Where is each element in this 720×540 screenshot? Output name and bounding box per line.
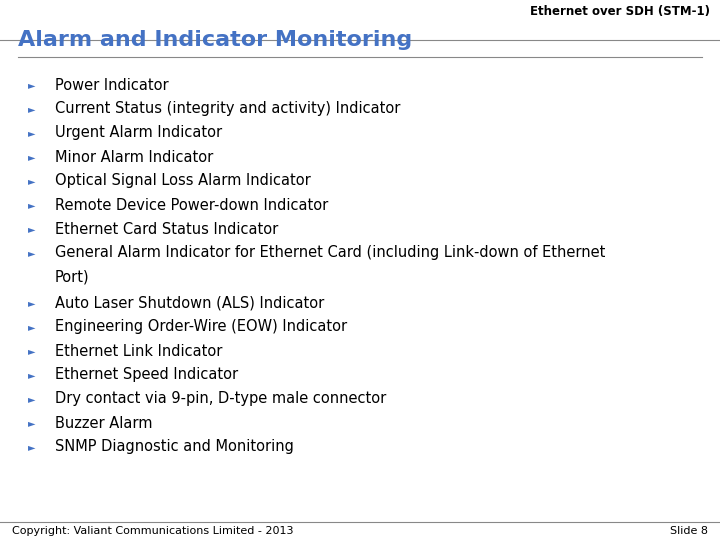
Text: ►: ► [28,248,36,258]
Text: ►: ► [28,322,36,332]
Text: General Alarm Indicator for Ethernet Card (including Link-down of Ethernet: General Alarm Indicator for Ethernet Car… [55,246,606,260]
Text: Buzzer Alarm: Buzzer Alarm [55,415,153,430]
Text: Copyright: Valiant Communications Limited - 2013: Copyright: Valiant Communications Limite… [12,526,294,536]
Text: Urgent Alarm Indicator: Urgent Alarm Indicator [55,125,222,140]
Text: ►: ► [28,346,36,356]
Text: ►: ► [28,152,36,162]
Text: ►: ► [28,80,36,90]
Text: Engineering Order-Wire (EOW) Indicator: Engineering Order-Wire (EOW) Indicator [55,320,347,334]
Text: Alarm and Indicator Monitoring: Alarm and Indicator Monitoring [18,30,413,50]
Text: Auto Laser Shutdown (ALS) Indicator: Auto Laser Shutdown (ALS) Indicator [55,295,324,310]
Text: Port): Port) [55,269,89,285]
Text: Ethernet Link Indicator: Ethernet Link Indicator [55,343,222,359]
Text: Ethernet Speed Indicator: Ethernet Speed Indicator [55,368,238,382]
Text: ►: ► [28,298,36,308]
Text: Slide 8: Slide 8 [670,526,708,536]
Text: Ethernet over SDH (STM-1): Ethernet over SDH (STM-1) [530,5,710,18]
Text: ►: ► [28,418,36,428]
Text: Ethernet Card Status Indicator: Ethernet Card Status Indicator [55,221,278,237]
Text: ►: ► [28,394,36,404]
Text: ►: ► [28,176,36,186]
Text: ►: ► [28,128,36,138]
Text: Optical Signal Loss Alarm Indicator: Optical Signal Loss Alarm Indicator [55,173,311,188]
Text: Power Indicator: Power Indicator [55,78,168,92]
Text: ►: ► [28,224,36,234]
Text: ►: ► [28,104,36,114]
Text: Remote Device Power-down Indicator: Remote Device Power-down Indicator [55,198,328,213]
Text: ►: ► [28,370,36,380]
Text: ►: ► [28,200,36,210]
Text: ►: ► [28,442,36,452]
Text: Minor Alarm Indicator: Minor Alarm Indicator [55,150,213,165]
Text: Dry contact via 9-pin, D-type male connector: Dry contact via 9-pin, D-type male conne… [55,392,386,407]
Text: Current Status (integrity and activity) Indicator: Current Status (integrity and activity) … [55,102,400,117]
Text: SNMP Diagnostic and Monitoring: SNMP Diagnostic and Monitoring [55,440,294,455]
